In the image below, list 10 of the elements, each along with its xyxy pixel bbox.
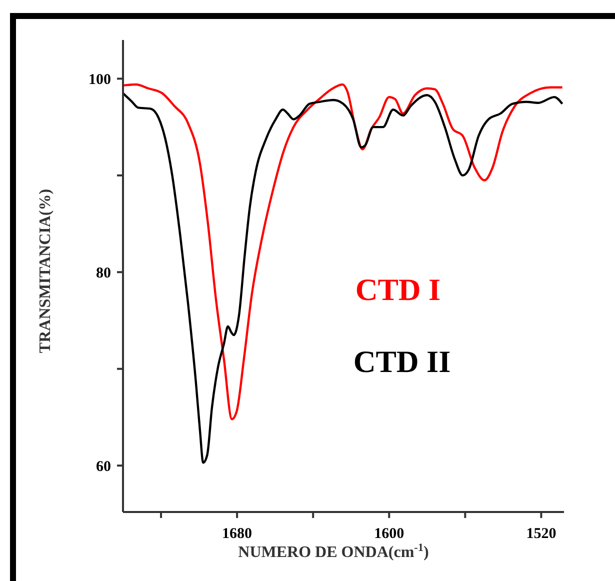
y-tick-label: 80 [96,265,111,282]
text: CTD I [355,272,441,307]
text: CTD II [353,344,451,379]
x-tick-label: 1600 [374,526,404,542]
x-axis-title: NUMERO DE ONDA(cm$^{-1}$) [238,542,429,561]
y-axis-title: TRANSMITANCIA(%) [37,188,54,354]
x-tick-label: 1680 [222,526,252,542]
x-tick-label: 1520 [526,526,556,542]
y-tick-label: 60 [96,458,111,475]
y-tick-label: 100 [88,72,111,88]
